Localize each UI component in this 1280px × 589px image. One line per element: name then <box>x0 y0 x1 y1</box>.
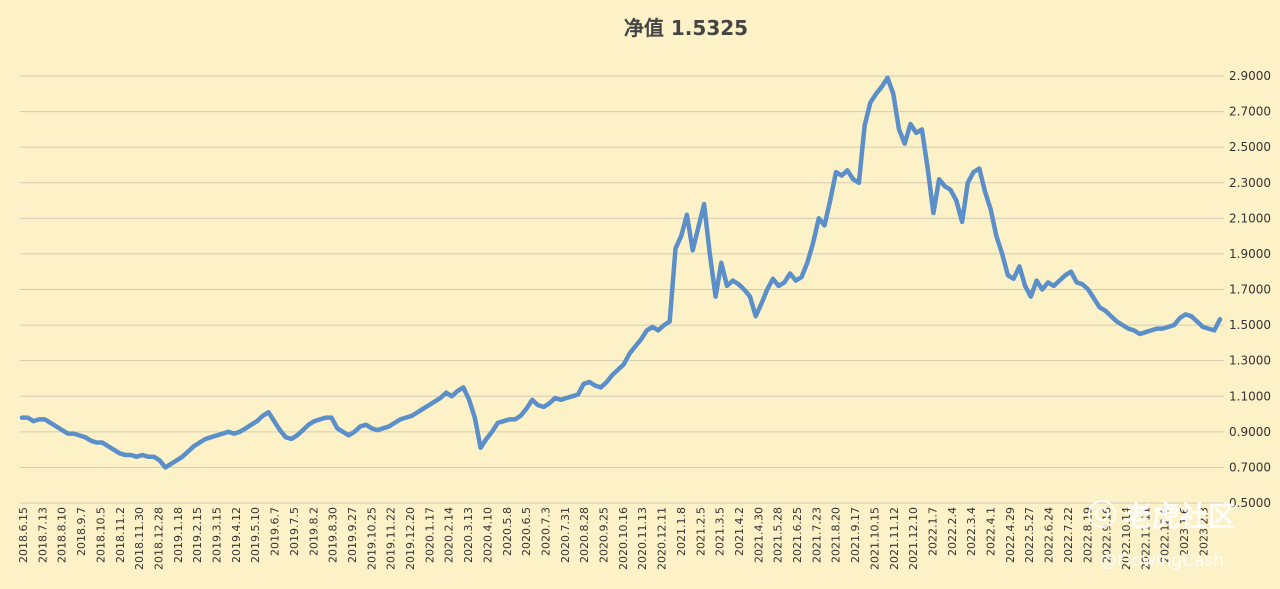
x-tick-label: 2021.1.8 <box>675 507 688 556</box>
y-tick-label: 2.3000 <box>1229 176 1271 190</box>
x-tick-label: 2021.10.15 <box>868 507 881 570</box>
x-tick-label: 2021.12.10 <box>907 507 920 570</box>
y-tick-label: 0.5000 <box>1229 496 1271 510</box>
x-tick-label: 2020.6.5 <box>520 507 533 556</box>
y-tick-label: 0.9000 <box>1229 425 1271 439</box>
x-tick-label: 2020.2.14 <box>443 507 456 563</box>
y-tick-label: 1.9000 <box>1229 247 1271 261</box>
x-tick-label: 2020.11.13 <box>636 507 649 570</box>
x-tick-label: 2023.2.3 <box>1197 507 1210 556</box>
x-tick-label: 2019.3.15 <box>211 507 224 563</box>
x-tick-label: 2021.8.20 <box>830 507 843 563</box>
x-tick-label: 2018.11.30 <box>133 507 146 570</box>
x-tick-label: 2019.7.5 <box>288 507 301 556</box>
y-tick-label: 1.7000 <box>1229 283 1271 297</box>
x-tick-label: 2022.1.7 <box>926 507 939 556</box>
x-tick-label: 2021.5.28 <box>772 507 785 563</box>
watermark: 老虎社区 @FlowingCash <box>1088 500 1236 571</box>
x-tick-label: 2018.9.7 <box>75 507 88 556</box>
x-tick-label: 2021.7.23 <box>810 507 823 563</box>
x-tick-label: 2021.4.2 <box>733 507 746 556</box>
x-tick-label: 2021.6.25 <box>791 507 804 563</box>
x-tick-label: 2020.12.11 <box>656 507 669 570</box>
watermark-handle: @FlowingCash <box>1100 551 1224 571</box>
x-tick-label: 2019.9.27 <box>346 507 359 563</box>
x-tick-label: 2022.4.29 <box>1004 507 1017 563</box>
x-tick-label: 2021.2.5 <box>694 507 707 556</box>
x-tick-label: 2022.12.9 <box>1159 507 1172 563</box>
x-tick-label: 2020.7.3 <box>539 507 552 556</box>
x-tick-label: 2022.4.1 <box>985 507 998 556</box>
x-tick-label: 2021.4.30 <box>752 507 765 563</box>
x-tick-label: 2022.6.24 <box>1043 507 1056 563</box>
x-tick-label: 2019.6.7 <box>269 507 282 556</box>
watermark-text: 老虎社区 <box>1124 500 1236 533</box>
y-tick-label: 1.3000 <box>1229 354 1271 368</box>
x-tick-label: 2022.10.14 <box>1120 507 1133 570</box>
x-tick-label: 2019.8.2 <box>307 507 320 556</box>
chart-title: 净值 1.5325 <box>624 16 748 40</box>
x-tick-label: 2023.1.6 <box>1178 507 1191 556</box>
y-tick-label: 0.7000 <box>1229 460 1271 474</box>
x-tick-label: 2020.5.8 <box>501 507 514 556</box>
x-tick-label: 2022.11.11 <box>1139 507 1152 570</box>
x-tick-label: 2022.9.16 <box>1101 507 1114 563</box>
y-axis-ticks: 2.9000 2.7000 2.5000 2.3000 2.1000 1.9000 1.70… <box>1229 69 1271 510</box>
x-tick-label: 2022.8.19 <box>1081 507 1094 563</box>
tiger-logo-icon <box>1088 500 1116 528</box>
x-tick-label: 2022.2.4 <box>946 507 959 556</box>
x-tick-label: 2022.7.22 <box>1062 507 1075 563</box>
x-tick-label: 2019.11.22 <box>385 507 398 570</box>
y-tick-label: 2.1000 <box>1229 211 1271 225</box>
y-tick-label: 2.7000 <box>1229 105 1271 119</box>
x-tick-label: 2020.7.31 <box>559 507 572 563</box>
x-tick-label: 2021.9.17 <box>849 507 862 563</box>
y-tick-label: 2.9000 <box>1229 69 1271 83</box>
x-axis-ticks: 2018.6.15 2018.7.13 2018.8.10 2018.9.7 2018.… <box>17 507 1210 570</box>
x-tick-label: 2019.1.18 <box>172 507 185 563</box>
y-tick-label: 1.5000 <box>1229 318 1271 332</box>
y-tick-label: 1.1000 <box>1229 389 1271 403</box>
x-tick-label: 2019.4.12 <box>230 507 243 563</box>
x-tick-label: 2018.8.10 <box>56 507 69 563</box>
x-tick-label: 2020.8.28 <box>578 507 591 563</box>
x-tick-label: 2018.11.2 <box>114 507 127 563</box>
series-group <box>19 75 1223 470</box>
x-tick-label: 2020.3.13 <box>462 507 475 563</box>
nav-series-line <box>19 75 1223 470</box>
gridlines <box>20 75 1224 504</box>
x-tick-label: 2018.12.28 <box>152 507 165 570</box>
x-tick-label: 2020.1.17 <box>423 507 436 563</box>
x-tick-label: 2021.11.12 <box>888 507 901 570</box>
x-tick-label: 2020.4.10 <box>481 507 494 563</box>
x-tick-label: 2022.3.4 <box>965 507 978 556</box>
x-tick-label: 2018.7.13 <box>36 507 49 563</box>
x-tick-label: 2019.10.25 <box>365 507 378 570</box>
x-tick-label: 2019.12.20 <box>404 507 417 570</box>
x-tick-label: 2018.10.5 <box>94 507 107 563</box>
x-tick-label: 2021.3.5 <box>714 507 727 556</box>
x-tick-label: 2022.5.27 <box>1023 507 1036 563</box>
y-tick-label: 2.5000 <box>1229 140 1271 154</box>
x-tick-label: 2019.2.15 <box>191 507 204 563</box>
x-tick-label: 2019.8.30 <box>327 507 340 563</box>
x-tick-label: 2020.10.16 <box>617 507 630 570</box>
x-tick-label: 2019.5.10 <box>249 507 262 563</box>
x-tick-label: 2020.9.25 <box>598 507 611 563</box>
x-tick-label: 2018.6.15 <box>17 507 30 563</box>
